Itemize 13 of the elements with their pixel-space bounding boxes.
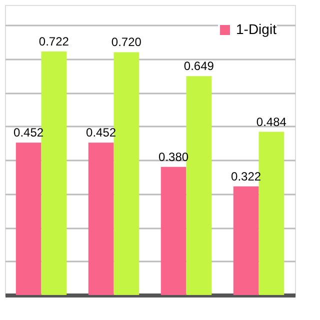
bar — [88, 142, 114, 295]
bar — [186, 76, 212, 295]
bar — [258, 132, 284, 295]
bar — [160, 166, 186, 295]
data-label: 0.720 — [111, 35, 142, 50]
bar — [233, 186, 259, 295]
data-label: 0.722 — [38, 34, 70, 49]
bar — [41, 52, 67, 295]
legend-label: 1-Digit — [236, 21, 277, 37]
data-label: 0.484 — [256, 114, 287, 129]
data-label: 0.649 — [184, 59, 214, 74]
bar — [16, 142, 42, 295]
bar — [114, 52, 140, 295]
